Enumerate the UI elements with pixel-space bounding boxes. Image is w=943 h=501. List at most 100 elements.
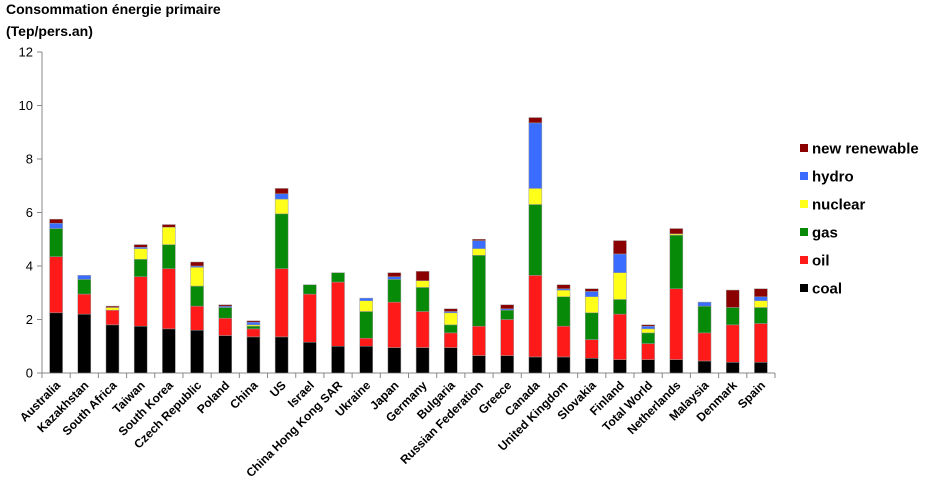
bar-segment: [472, 355, 486, 374]
bar-segment: [585, 296, 599, 314]
chart-title: Consommation énergie primaire (Tep/pers.…: [6, 1, 221, 39]
bar-segment: [359, 311, 373, 339]
bar-segment: [303, 284, 317, 295]
bar-segment: [190, 329, 204, 374]
bar-segment: [218, 317, 232, 336]
bar-segment: [190, 267, 204, 287]
x-tick-label: Spain: [735, 378, 768, 411]
bar-segment: [77, 275, 92, 280]
bar-segment: [500, 309, 514, 320]
bar-segment: [415, 280, 430, 288]
bar-segment: [387, 279, 402, 303]
bar-segment: [613, 272, 627, 300]
bar-segment: [246, 336, 261, 374]
bar-segment: [303, 341, 317, 374]
bar-segment: [556, 356, 571, 374]
bar-segment: [697, 305, 712, 334]
legend-label: oil: [812, 253, 830, 270]
bar-segment: [133, 276, 148, 327]
bar-segment: [641, 324, 655, 327]
bar-segment: [528, 117, 543, 124]
legend-swatch: [800, 284, 808, 292]
bar-segment: [218, 304, 232, 307]
bar-segment: [162, 268, 176, 330]
bar-segment: [725, 289, 740, 308]
bar-segment: [77, 313, 92, 374]
bar-segment: [133, 248, 148, 260]
bar-segment: [359, 346, 373, 374]
bar-segment: [415, 287, 430, 312]
bar-segment: [415, 347, 430, 374]
legend-swatch: [800, 228, 808, 236]
bar-segment: [331, 346, 345, 374]
legend-swatch: [800, 200, 808, 208]
bar-segment: [472, 240, 486, 249]
bar-segment: [190, 261, 204, 267]
bar-segment: [274, 213, 289, 269]
bar-segment: [133, 259, 148, 277]
y-tick-label: 10: [19, 98, 33, 113]
bar-segment: [754, 300, 768, 308]
bar-segment: [162, 226, 176, 245]
bar-segment: [500, 319, 514, 356]
bar-segment: [585, 358, 599, 374]
bar-segment: [274, 193, 289, 200]
legend-swatch: [800, 256, 808, 264]
bar-segment: [246, 325, 261, 330]
legend-label: coal: [812, 281, 842, 298]
bar-segment: [49, 222, 63, 229]
bar-segment: [387, 272, 402, 277]
bar-segment: [190, 285, 204, 307]
bar-segment: [669, 288, 684, 360]
legend-label: gas: [812, 225, 838, 242]
bar-segment: [162, 244, 176, 269]
bar-segment: [359, 300, 373, 312]
legend-swatch: [800, 172, 808, 180]
bar-segment: [754, 288, 768, 298]
bar-segment: [697, 301, 712, 307]
bar-segment: [105, 307, 120, 311]
bar-segment: [246, 328, 261, 338]
chart-title-line-2: (Tep/pers.an): [6, 23, 93, 39]
y-tick-label: 6: [26, 205, 33, 220]
bar-segment: [387, 276, 402, 280]
bar-segment: [556, 296, 571, 327]
bar-segment: [49, 228, 63, 257]
bar-segment: [754, 307, 768, 324]
bar-segment: [528, 188, 543, 205]
bar-segment: [585, 288, 599, 292]
bar-segment: [613, 240, 627, 255]
chart-title-line-1: Consommation énergie primaire: [6, 1, 221, 17]
bar-segment: [697, 332, 712, 362]
bar-segment: [528, 122, 543, 189]
y-tick-label: 12: [19, 45, 33, 60]
chart-legend: new renewable hydro nuclear gas oil coal: [800, 141, 919, 298]
bar-segment: [528, 356, 543, 374]
bar-segment: [162, 224, 176, 228]
bar-segment: [49, 312, 63, 374]
bar-segment: [444, 332, 458, 348]
y-tick-label: 8: [26, 152, 33, 167]
bar-segment: [613, 313, 627, 360]
legend-label: new renewable: [812, 141, 919, 158]
bar-segment: [725, 307, 740, 326]
bar-segment: [415, 271, 430, 281]
bar-segment: [613, 299, 627, 315]
legend-swatch: [800, 144, 808, 152]
bar-segment: [274, 336, 289, 374]
bar-segment: [725, 362, 740, 374]
bar-segment: [303, 293, 317, 343]
bar-segment: [472, 248, 486, 256]
y-tick-label: 0: [26, 366, 33, 381]
y-tick-label: 4: [26, 259, 33, 274]
bar-segment: [105, 324, 120, 374]
bar-segment: [444, 324, 458, 334]
bar-segment: [444, 347, 458, 374]
bar-segment: [133, 244, 148, 248]
bar-segment: [162, 328, 176, 374]
bar-segment: [246, 320, 261, 323]
bar-segment: [105, 309, 120, 326]
bar-segment: [585, 312, 599, 340]
bar-segment: [669, 359, 684, 374]
